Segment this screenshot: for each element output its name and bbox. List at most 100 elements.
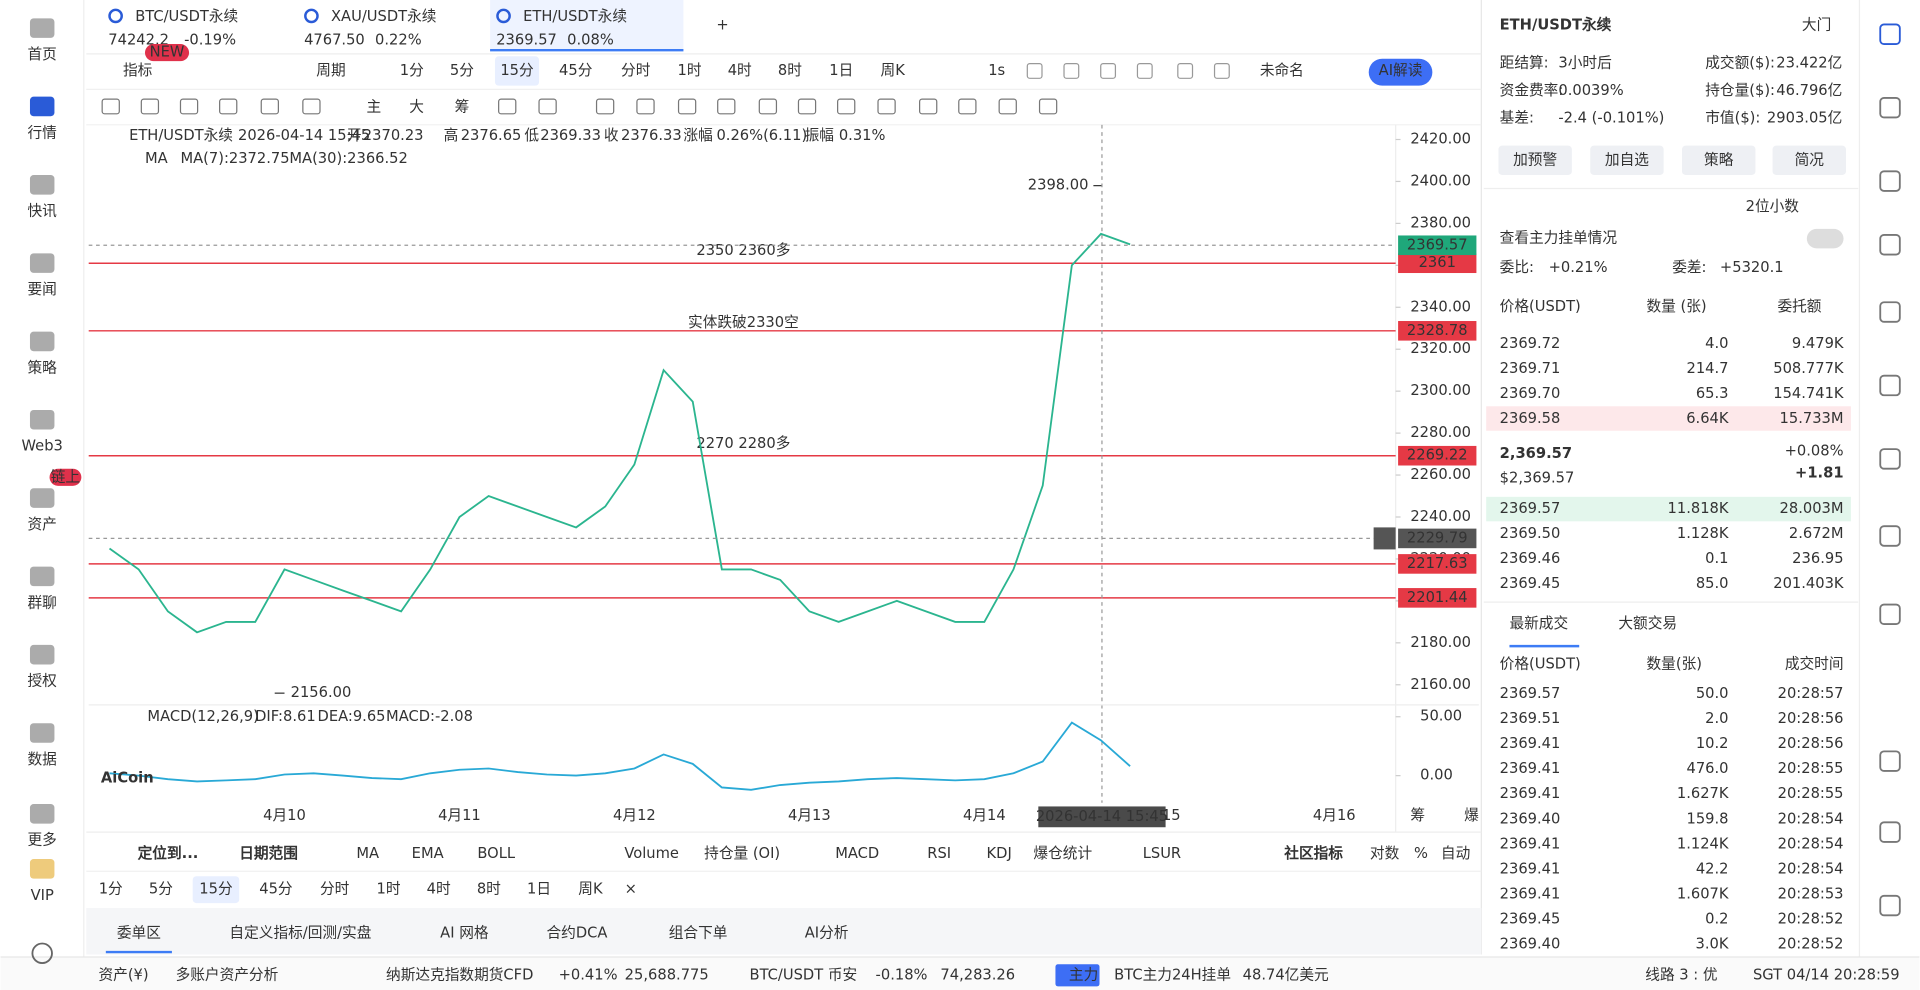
indicator[interactable]: Volume	[624, 845, 679, 862]
indicator[interactable]: %	[1414, 845, 1428, 862]
toolbar-item[interactable]: 1分	[400, 62, 424, 79]
status-bg	[0, 956, 1920, 990]
status-item: 74,283.26	[940, 966, 1015, 983]
toolbar-item[interactable]: 8时	[778, 62, 802, 79]
toolbar-item[interactable]: 分时	[621, 62, 651, 79]
sidebar-item[interactable]: 数据	[28, 751, 58, 768]
toolbar-item[interactable]: 周期	[316, 62, 345, 79]
toolbar-item[interactable]: AI解读	[1379, 62, 1423, 79]
status-item[interactable]: 多账户资产分析	[176, 966, 279, 983]
toolbar-item[interactable]: 指标	[123, 62, 153, 79]
indicator[interactable]: 持仓量 (OI)	[704, 845, 780, 862]
depth-link[interactable]: 查看主力挂单情况	[1500, 230, 1618, 247]
sidebar-item[interactable]: 要闻	[28, 281, 57, 298]
trade-price: 2369.41	[1500, 886, 1561, 903]
y-tick-label: 0.00	[1420, 767, 1453, 784]
macd-value: MACD:-2.08	[386, 708, 473, 725]
period[interactable]: 4时	[427, 881, 451, 898]
indicator[interactable]: 定位到...	[138, 844, 199, 862]
book-price: 2369.46	[1500, 550, 1561, 567]
sidebar-item[interactable]: 授权	[28, 673, 58, 690]
bottom-tab[interactable]: 自定义指标/回测/实盘	[229, 924, 371, 942]
toolbar-item[interactable]: 周K	[881, 62, 906, 79]
indicator[interactable]: 日期范围	[239, 844, 298, 862]
book-qty: 11.818K	[1668, 500, 1729, 517]
period[interactable]: 8时	[477, 881, 501, 898]
bottom-tab[interactable]: 委单区	[117, 925, 161, 942]
toolbar-item[interactable]: 1时	[678, 62, 702, 79]
indicator[interactable]: BOLL	[477, 845, 516, 862]
indicator[interactable]: LSUR	[1143, 845, 1181, 862]
indicator[interactable]: RSI	[927, 845, 951, 862]
period[interactable]: 15分	[199, 881, 233, 898]
toolbar-icon	[1213, 63, 1230, 79]
panel-button[interactable]: 简况	[1795, 151, 1825, 168]
trade-tab[interactable]: 最新成交	[1509, 614, 1568, 632]
toolbar-item[interactable]: 5分	[450, 62, 474, 79]
period[interactable]: ×	[625, 881, 637, 898]
trade-price: 2369.40	[1500, 936, 1561, 953]
panel-button[interactable]: 加自选	[1605, 151, 1649, 168]
indicator[interactable]: 社区指标	[1283, 844, 1343, 862]
tab-symbol[interactable]: XAU/USDT永续	[331, 8, 437, 25]
sidebar-item[interactable]: 行情	[28, 124, 58, 141]
toolbar-icon	[1100, 63, 1117, 79]
settings-icon	[31, 942, 53, 964]
panel-button[interactable]: 策略	[1704, 151, 1734, 168]
book-amount: 154.741K	[1773, 385, 1844, 402]
y-tick-label: 2300.00	[1410, 382, 1471, 399]
toolbar-item[interactable]: 45分	[559, 62, 593, 79]
indicator[interactable]: MACD	[835, 845, 879, 862]
add-tab[interactable]: +	[716, 17, 728, 34]
bottom-tab[interactable]: AI 网格	[440, 925, 489, 942]
sidebar-item[interactable]: 更多	[28, 832, 57, 849]
indicator[interactable]: 对数	[1370, 845, 1400, 862]
tool-label[interactable]: 大	[409, 99, 424, 116]
tool-label[interactable]: 筹	[455, 99, 470, 116]
indicator[interactable]: KDJ	[987, 845, 1012, 862]
toolbar-item[interactable]: 4时	[728, 62, 752, 79]
decimals[interactable]: 2位小数	[1746, 198, 1800, 215]
sidebar-item[interactable]: 策略	[28, 359, 58, 376]
bottom-tab[interactable]: 合约DCA	[547, 925, 608, 942]
stat-value: 0.0039%	[1558, 82, 1623, 99]
level-label: 2328.78	[1407, 322, 1468, 339]
panel-button[interactable]: 加预警	[1513, 151, 1557, 168]
sidebar-item[interactable]: 资产	[28, 516, 57, 533]
book-price: 2369.71	[1500, 360, 1561, 377]
period[interactable]: 5分	[149, 881, 173, 898]
axis-extra: 筹	[1410, 807, 1425, 824]
sidebar-item[interactable]: 群聊	[28, 594, 57, 611]
period[interactable]: 45分	[259, 881, 293, 898]
bottom-tab[interactable]: AI分析	[805, 925, 849, 942]
toolbar-item[interactable]: 1s	[988, 62, 1005, 79]
tool-label[interactable]: 主	[366, 99, 381, 116]
period[interactable]: 周K	[578, 881, 603, 898]
indicator[interactable]: 自动	[1441, 845, 1470, 862]
status-item: SGT 04/14 20:28:59	[1753, 966, 1900, 983]
indicator[interactable]: EMA	[412, 845, 444, 862]
toolbar-item[interactable]: 15分	[500, 62, 534, 79]
tab-price: 2369.57	[496, 31, 557, 48]
indicator[interactable]: 爆仓统计	[1033, 845, 1092, 862]
sidebar-item[interactable]: 快讯	[28, 203, 58, 220]
tab-symbol[interactable]: BTC/USDT永续	[135, 8, 238, 25]
period[interactable]: 1日	[527, 881, 551, 898]
trade-tab[interactable]: 大额交易	[1618, 614, 1677, 632]
indicator[interactable]: MA	[356, 845, 379, 862]
sidebar-item[interactable]: 首页	[28, 46, 57, 63]
sidebar-item[interactable]: VIP	[31, 887, 54, 904]
trade-header: 价格(USDT)	[1500, 655, 1581, 672]
toolbar-item[interactable]: 1日	[829, 62, 853, 79]
watermark: AiCoin	[101, 769, 154, 786]
period[interactable]: 分时	[320, 881, 350, 898]
side-icon	[1879, 603, 1901, 626]
tab-symbol[interactable]: ETH/USDT永续	[523, 8, 627, 25]
period[interactable]: 1时	[377, 881, 401, 898]
y-tick-label: 2280.00	[1410, 424, 1471, 441]
bottom-tab[interactable]: 组合下单	[669, 925, 728, 942]
new-badge	[144, 44, 190, 62]
toolbar-item[interactable]: 未命名	[1260, 61, 1304, 79]
sidebar-item[interactable]: Web3	[22, 438, 63, 455]
period[interactable]: 1分	[99, 881, 123, 898]
